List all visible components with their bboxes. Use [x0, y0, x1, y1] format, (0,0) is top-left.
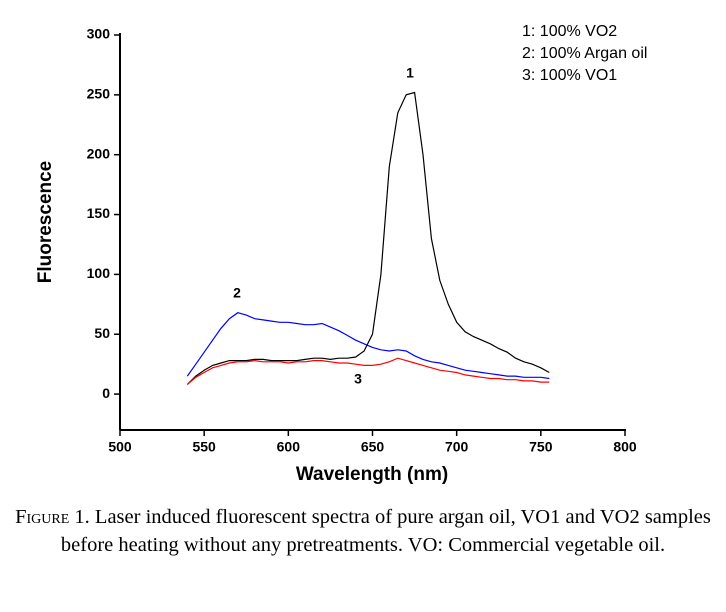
x-tick-label: 550 — [192, 439, 216, 455]
x-axis-label: Wavelength (nm) — [296, 464, 448, 485]
y-tick-label: 0 — [102, 385, 110, 401]
caption-text: Laser induced fluorescent spectra of pur… — [60, 506, 711, 556]
x-tick-label: 800 — [613, 439, 637, 455]
series-line — [186, 91, 550, 385]
x-tick-label: 600 — [277, 439, 301, 455]
chart: Wavelength (nm) Fluorescence 0 50 100 150 20… — [35, 23, 647, 485]
y-tick-label: 150 — [87, 205, 111, 221]
y-tick-label: 100 — [87, 265, 111, 281]
legend-entry: 2: 100% Argan oil — [522, 45, 647, 62]
series-line — [186, 312, 550, 380]
legend-entry: 3: 100% VO1 — [522, 67, 617, 84]
legend-entry: 1: 100% VO2 — [522, 23, 617, 40]
y-axis-label: Fluorescence — [35, 161, 56, 284]
caption-label: Figure 1. — [15, 506, 90, 528]
curve-label: 3 — [354, 371, 362, 387]
x-tick-label: 500 — [108, 439, 132, 455]
y-tick-label: 50 — [94, 325, 110, 341]
curve-label: 2 — [233, 285, 241, 301]
series-line — [186, 357, 550, 385]
y-tick-label: 300 — [87, 26, 111, 42]
curve-label: 1 — [406, 65, 414, 81]
x-tick-label: 700 — [445, 439, 469, 455]
x-tick-label: 750 — [529, 439, 553, 455]
caption: Figure 1. Laser induced fluorescent spec… — [8, 503, 718, 559]
y-tick-label: 250 — [87, 86, 111, 102]
y-tick-label: 200 — [87, 145, 111, 161]
x-tick-label: 650 — [361, 439, 385, 455]
